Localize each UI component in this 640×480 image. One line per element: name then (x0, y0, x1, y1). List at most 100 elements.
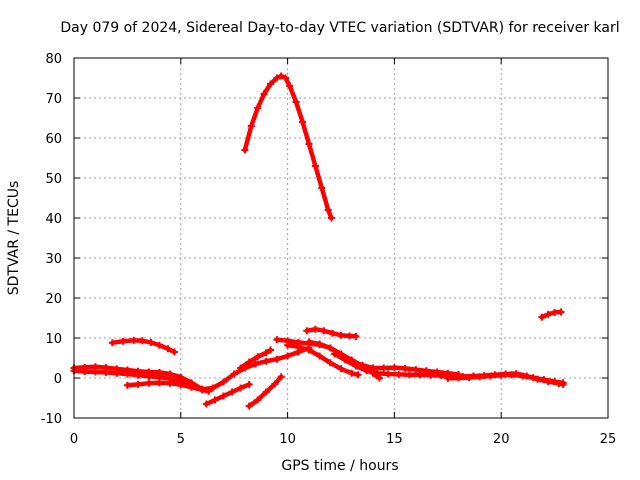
data-point (557, 308, 565, 316)
y-axis-label: SDTVAR / TECUs (6, 181, 22, 296)
data-point (209, 384, 217, 392)
data-point (260, 90, 268, 98)
data-point (305, 346, 313, 354)
data-point (252, 360, 260, 368)
data-point (401, 364, 409, 372)
data-point (166, 370, 174, 378)
data-point (284, 352, 292, 360)
data-point (134, 380, 142, 388)
data-point (102, 368, 110, 376)
grid (74, 58, 608, 418)
data-point (286, 82, 294, 90)
data-point (508, 371, 516, 379)
data-point (245, 358, 253, 366)
data-point (273, 355, 281, 363)
y-tick-label: 40 (45, 212, 62, 227)
data-point (363, 367, 371, 375)
data-point (337, 331, 345, 339)
ticks: 0 5 10 15 20 25 -10 0 10 20 30 40 50 60 70 80 (41, 52, 617, 447)
data-point (267, 80, 274, 88)
data-point (271, 380, 279, 388)
data-point (487, 372, 494, 380)
data-point (119, 337, 127, 345)
data-point (155, 379, 163, 387)
data-point (331, 350, 339, 358)
series-group (70, 72, 567, 410)
data-point (529, 374, 537, 382)
data-point (113, 369, 121, 377)
data-point (412, 366, 420, 374)
data-point (164, 345, 172, 353)
x-tick-label: 10 (279, 432, 296, 447)
data-point (538, 313, 546, 321)
data-point (123, 381, 131, 389)
data-point (262, 357, 270, 365)
y-tick-label: 80 (45, 52, 62, 67)
data-point (245, 380, 253, 388)
data-point (320, 327, 328, 335)
data-point (138, 337, 146, 345)
data-point (145, 379, 153, 387)
data-point (277, 72, 285, 80)
series-arc-high (242, 73, 334, 221)
data-point (273, 74, 281, 82)
data-point (220, 378, 227, 386)
data-point (130, 336, 138, 344)
data-point (254, 104, 262, 112)
data-point (416, 371, 424, 379)
chart-title: Day 079 of 2024, Sidereal Day-to-day VTE… (60, 20, 619, 36)
data-point (311, 162, 319, 170)
data-point (273, 336, 281, 344)
y-tick-label: 0 (54, 372, 62, 387)
data-point (327, 214, 335, 222)
data-point (177, 373, 185, 381)
data-point (559, 379, 567, 387)
data-point (202, 400, 210, 408)
data-point (245, 402, 253, 410)
data-point (262, 388, 270, 396)
data-point (375, 374, 383, 382)
data-point (247, 122, 255, 130)
y-tick-label: 10 (45, 332, 62, 347)
data-point (346, 332, 353, 340)
data-point (303, 327, 311, 335)
data-point (318, 184, 326, 192)
data-point (188, 379, 195, 387)
data-point (544, 310, 552, 318)
data-point (455, 374, 462, 382)
data-point (262, 349, 270, 357)
data-point (348, 369, 356, 377)
data-point (108, 339, 116, 347)
data-point (352, 332, 360, 340)
data-point (427, 371, 435, 379)
plot-frame (73, 57, 609, 419)
data-point (299, 118, 307, 126)
data-point (147, 338, 155, 346)
data-point (155, 341, 163, 349)
x-tick-label: 15 (386, 432, 403, 447)
data-point (284, 341, 292, 349)
data-point (311, 325, 319, 333)
data-point (220, 392, 227, 400)
data-point (123, 370, 131, 378)
data-point (465, 374, 473, 382)
series-arc-mid-up (146, 345, 312, 392)
data-point (170, 348, 178, 356)
data-point (155, 368, 163, 376)
y-tick-label: 50 (45, 172, 62, 187)
data-point (395, 370, 403, 378)
x-tick-label: 5 (177, 432, 185, 447)
data-point (326, 359, 334, 367)
data-point (282, 74, 289, 82)
data-point (380, 364, 388, 372)
data-point (292, 98, 300, 106)
x-axis-label: GPS time / hours (281, 458, 398, 474)
data-point (551, 308, 559, 316)
data-point (254, 396, 262, 404)
data-point (497, 371, 505, 379)
data-point (211, 396, 219, 404)
y-tick-label: 30 (45, 252, 62, 267)
data-point (324, 206, 332, 214)
x-tick-label: 0 (70, 432, 78, 447)
